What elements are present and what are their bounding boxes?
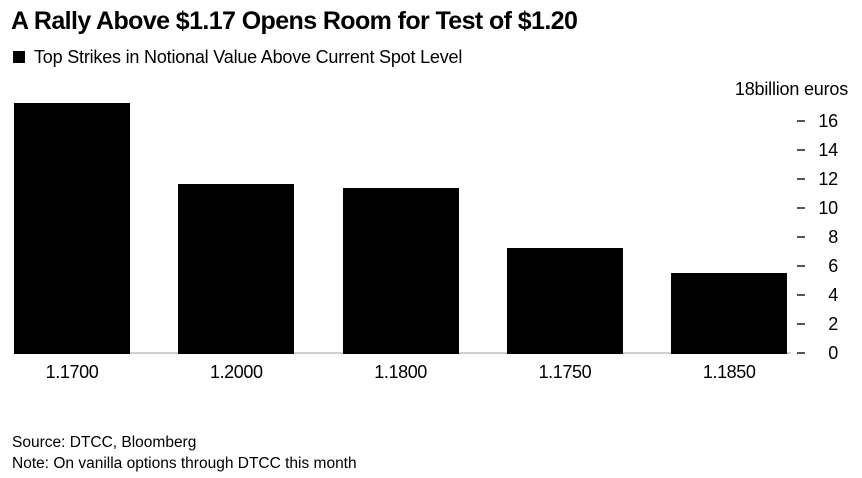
y-tick-label: 2 xyxy=(828,313,838,334)
tick-dash-icon xyxy=(797,206,805,209)
y-axis-unit-label: 18billion euros xyxy=(734,79,848,99)
y-tick-6: 6 xyxy=(797,256,838,276)
y-tick-16: 16 xyxy=(797,111,838,131)
source-text: Source: DTCC, Bloomberg xyxy=(12,434,197,451)
tick-dash-icon xyxy=(797,119,805,122)
tick-dash-icon xyxy=(797,148,805,151)
legend-swatch-icon xyxy=(13,51,25,63)
y-tick-8: 8 xyxy=(797,227,838,247)
y-tick-10: 10 xyxy=(797,198,838,218)
bar-1.2000 xyxy=(178,184,295,354)
bar-1.1750 xyxy=(506,247,623,354)
tick-dash-icon xyxy=(797,264,805,267)
legend: Top Strikes in Notional Value Above Curr… xyxy=(13,47,462,67)
y-tick-label: 16 xyxy=(818,110,838,131)
y-tick-label: 12 xyxy=(818,168,838,189)
tick-dash-icon xyxy=(797,293,805,296)
x-tick-label-1.1850: 1.1850 xyxy=(702,362,756,382)
bar-1.1800 xyxy=(342,188,459,354)
y-tick-4: 4 xyxy=(797,285,838,305)
y-tick-12: 12 xyxy=(797,169,838,189)
tick-dash-icon xyxy=(797,322,805,325)
y-tick-2: 2 xyxy=(797,314,838,334)
x-tick-label-1.2000: 1.2000 xyxy=(209,362,263,382)
y-tick-label: 6 xyxy=(828,255,838,276)
y-tick-label: 0 xyxy=(828,343,838,363)
x-tick-label-1.1700: 1.1700 xyxy=(45,362,99,382)
tick-dash-icon xyxy=(797,352,805,354)
y-tick-label: 14 xyxy=(818,139,838,160)
chart-title: A Rally Above $1.17 Opens Room for Test … xyxy=(11,7,578,35)
legend-label: Top Strikes in Notional Value Above Curr… xyxy=(34,46,463,67)
bar-1.1850 xyxy=(671,272,788,354)
y-tick-label: 10 xyxy=(818,197,838,218)
x-tick-label-1.1750: 1.1750 xyxy=(538,362,592,382)
note-text: Note: On vanilla options through DTCC th… xyxy=(12,454,357,472)
y-tick-label: 4 xyxy=(828,284,838,305)
bar-1.1700 xyxy=(14,102,130,354)
y-tick-label: 8 xyxy=(828,226,838,247)
y-tick-14: 14 xyxy=(797,140,838,160)
x-tick-label-1.1800: 1.1800 xyxy=(374,362,427,382)
tick-dash-icon xyxy=(797,235,805,238)
tick-dash-icon xyxy=(797,177,805,180)
y-tick-0: 0 xyxy=(797,343,838,363)
footer: Source: DTCC, Bloomberg Note: On vanilla… xyxy=(12,433,357,474)
